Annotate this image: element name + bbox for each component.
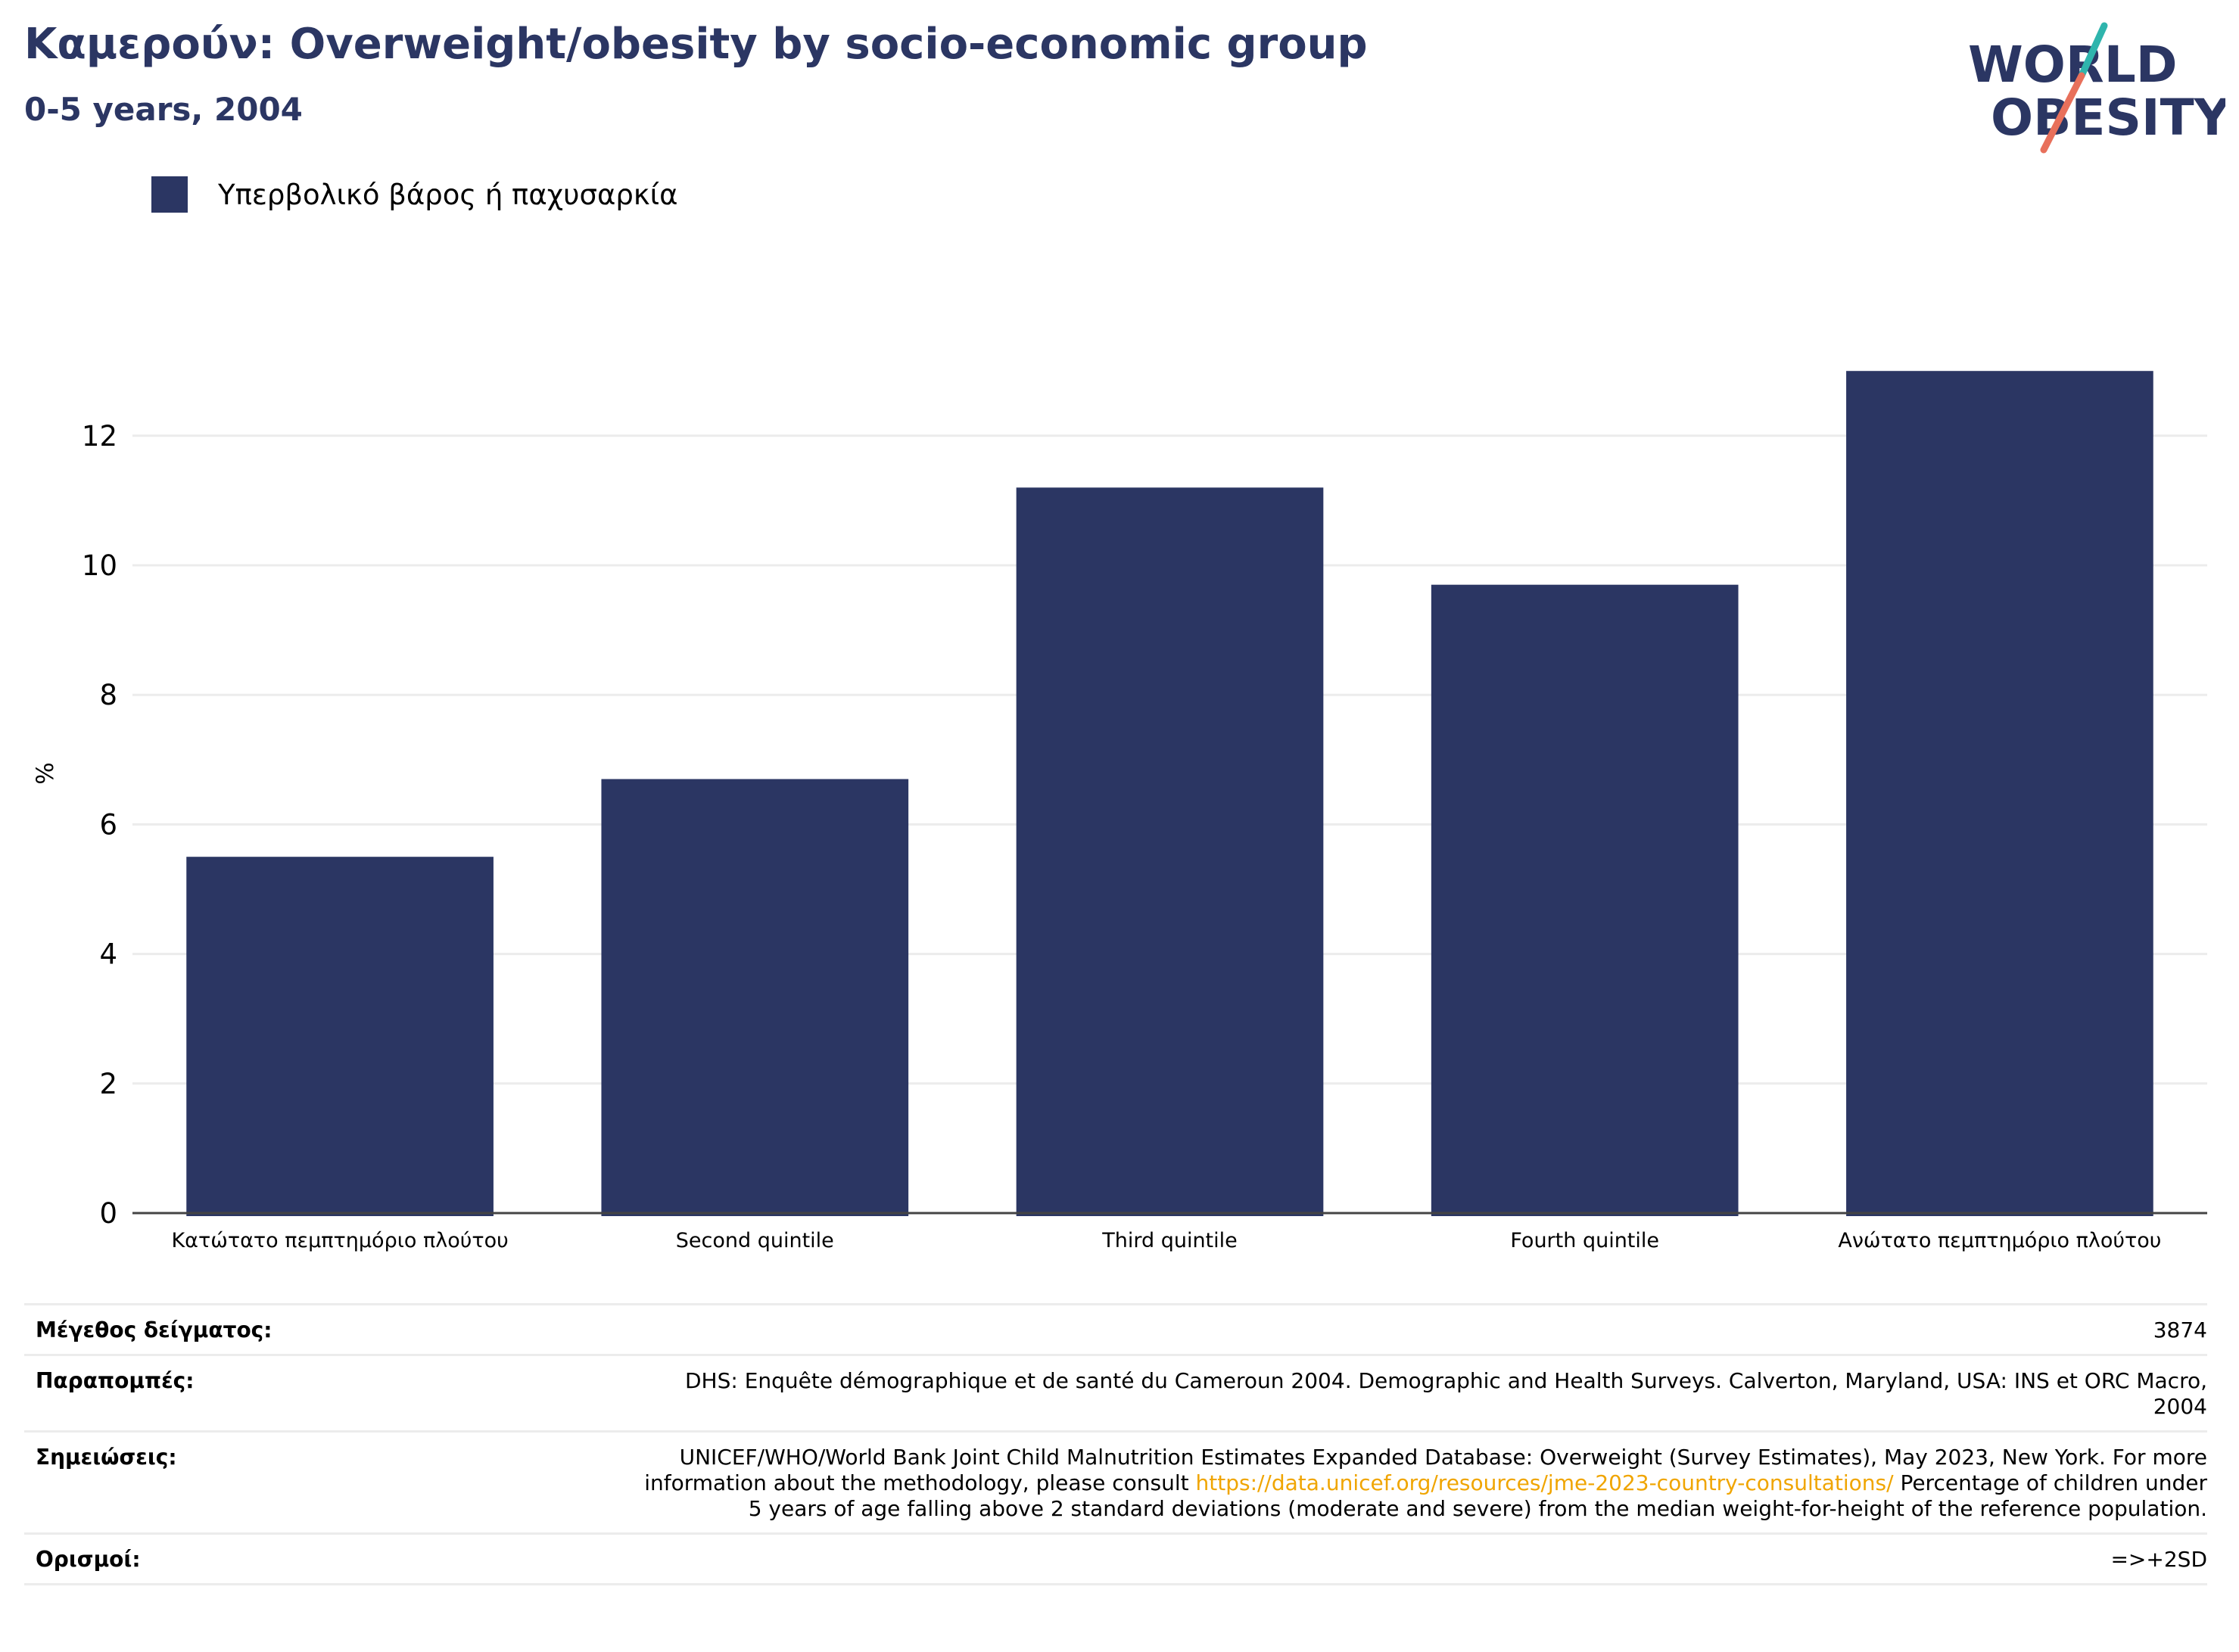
x-tick-label: Fourth quintile — [1510, 1229, 1659, 1252]
chart-legend: Υπερβολικό βάρος ή παχυσαρκία — [151, 176, 678, 213]
notes-label: Σημειώσεις: — [36, 1445, 177, 1470]
y-tick-label: 4 — [99, 938, 117, 971]
logo-text-obesity: OBESITY — [1991, 89, 2225, 147]
y-tick-label: 6 — [99, 808, 117, 841]
references-value: DHS: Enquête démographique et de santé d… — [684, 1368, 2207, 1419]
meta-row-definitions: Ορισμοί: =>+2SD — [24, 1532, 2207, 1585]
methodology-link[interactable]: https://data.unicef.org/resources/jme-20… — [1195, 1470, 1894, 1495]
bar — [1431, 584, 1739, 1216]
bar — [601, 779, 909, 1216]
x-tick-label: Κατώτατο πεμπτημόριο πλούτου — [171, 1229, 508, 1252]
definitions-value: =>+2SD — [2110, 1547, 2207, 1572]
logo-text-world: WORLD — [1968, 36, 2178, 94]
y-tick-label: 0 — [99, 1197, 117, 1230]
x-tick-label: Ανώτατο πεμπτημόριο πλούτου — [1838, 1229, 2161, 1252]
bar — [186, 857, 494, 1216]
x-tick-label: Second quintile — [676, 1229, 834, 1252]
chart-subtitle: 0-5 years, 2004 — [24, 91, 303, 128]
notes-value: UNICEF/WHO/World Bank Joint Child Malnut… — [633, 1445, 2207, 1522]
metadata-table: Μέγεθος δείγματος: 3874 Παραπομπές: DHS:… — [24, 1303, 2207, 1585]
logo-slash-teal — [2078, 22, 2108, 79]
legend-swatch — [151, 176, 188, 213]
definitions-label: Ορισμοί: — [36, 1547, 141, 1572]
references-label: Παραπομπές: — [36, 1368, 195, 1393]
bar — [1016, 487, 1324, 1216]
sample-size-label: Μέγεθος δείγματος: — [36, 1318, 272, 1342]
bar-chart: 0 2 4 6 8 10 12% Κατώτατο πεμπτημόριο πλούτου Se… — [32, 371, 2207, 1252]
notes-text-before: UNICEF/WHO/World Bank Joint Child Malnut… — [644, 1445, 2207, 1495]
meta-row-references: Παραπομπές: DHS: Enquête démographique e… — [24, 1354, 2207, 1430]
y-tick-label: 12 — [82, 420, 117, 453]
logo-slash-coral — [2040, 72, 2085, 154]
y-tick-label: 2 — [99, 1068, 117, 1100]
legend-label: Υπερβολικό βάρος ή παχυσαρκία — [218, 178, 678, 211]
chart-title: Καμερούν: Overweight/obesity by socio-ec… — [24, 20, 1368, 69]
notes-text-after: Percentage of children under 5 years of … — [748, 1470, 2207, 1521]
y-tick-label: 8 — [99, 679, 117, 711]
meta-row-sample-size: Μέγεθος δείγματος: 3874 — [24, 1303, 2207, 1354]
meta-row-notes: Σημειώσεις: UNICEF/WHO/World Bank Joint … — [24, 1430, 2207, 1532]
x-tick-label: Third quintile — [1101, 1229, 1238, 1252]
bar — [1846, 371, 2153, 1217]
y-tick-label: 10 — [82, 549, 117, 582]
world-obesity-logo: WORLD OBESITY — [1968, 22, 2225, 154]
sample-size-value: 3874 — [2153, 1318, 2207, 1342]
y-axis-label: % — [32, 762, 59, 784]
